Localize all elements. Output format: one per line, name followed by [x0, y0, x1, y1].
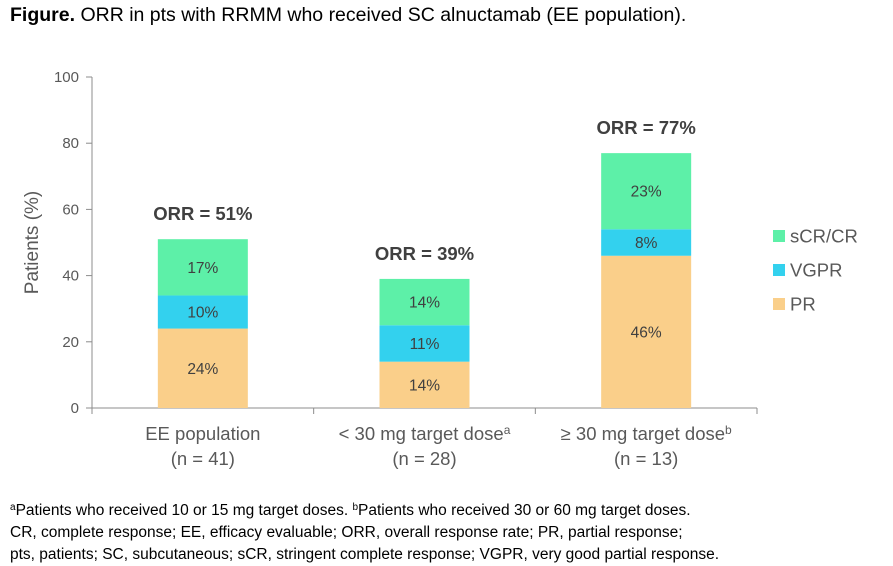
bar-segment-vgpr	[379, 325, 470, 362]
legend: sCR/CR VGPR PR	[773, 226, 858, 315]
footnote-line-3: pts, patients; SC, subcutaneous; sCR, st…	[10, 546, 720, 563]
bar-segment-label: 14%	[409, 295, 440, 312]
footnote-line-2: CR, complete response; EE, efficacy eval…	[10, 524, 683, 541]
legend-swatch	[773, 230, 785, 242]
bar-segment-label: 10%	[187, 305, 218, 322]
x-axis: EE population (n = 41) < 30 mg target dose…	[91, 407, 758, 469]
footnote-b-mark: b	[352, 502, 359, 513]
footnotes: aPatients who received 10 or 15 mg targe…	[10, 497, 719, 566]
x-category-label-text: ≥ 30 mg target dose	[561, 423, 725, 444]
x-category-label-text: < 30 mg target dose	[339, 423, 504, 444]
bar-segment-label: 8%	[635, 235, 658, 252]
footnote-a-text: Patients who received 10 or 15 mg target…	[15, 502, 349, 519]
figure-title: Figure. ORR in pts with RRMM who receive…	[10, 4, 686, 27]
x-category-label: < 30 mg target dosea	[339, 423, 511, 444]
bar-total-label: ORR = 51%	[153, 203, 252, 224]
x-category-label: ≥ 30 mg target doseb	[561, 423, 732, 444]
bar-segment-label: 46%	[631, 324, 662, 341]
y-axis-title: Patients (%)	[22, 191, 43, 294]
stacked-bar-chart: 0 20 40 60 80 100 Patients (%) EE population (n…	[22, 69, 858, 469]
y-tick-label: 60	[62, 201, 79, 218]
footnote-line-1: aPatients who received 10 or 15 mg targe…	[10, 497, 719, 522]
bar-segment-pr	[601, 255, 692, 408]
bar-segment-scr-cr	[157, 239, 248, 296]
bar-total-label: ORR = 77%	[597, 117, 696, 138]
bars: 24% 10% 17% ORR = 51% 14% 11% 14% ORR = 39% 46% 8…	[153, 117, 696, 408]
bar-segment-scr-cr	[379, 278, 470, 326]
bar-segment-label: 17%	[187, 260, 218, 277]
x-category-label-text: EE population	[145, 423, 260, 444]
bar-segment-vgpr	[157, 295, 248, 329]
x-category-label-sup: a	[504, 423, 511, 437]
y-tick-label: 0	[71, 400, 79, 417]
bar-segment-scr-cr	[601, 153, 692, 230]
x-category-n: (n = 13)	[614, 448, 678, 469]
x-category-n: (n = 41)	[171, 448, 235, 469]
footnote-a-mark: a	[10, 502, 16, 513]
y-tick-label: 20	[62, 334, 79, 351]
y-tick-label: 40	[62, 268, 79, 285]
legend-swatch	[773, 264, 785, 276]
bar-segment-label: 24%	[187, 361, 218, 378]
y-tick-label: 100	[54, 69, 79, 86]
x-category-label: EE population	[145, 423, 260, 444]
legend-swatch	[773, 298, 785, 310]
bar-segment-pr	[379, 361, 470, 408]
y-tick-label: 80	[62, 135, 79, 152]
bar-segment-pr	[157, 328, 248, 408]
bar-segment-label: 14%	[409, 377, 440, 394]
x-category-label-sup: b	[725, 423, 732, 437]
bar-segment-label: 23%	[631, 184, 662, 201]
bar-segment-label: 11%	[410, 336, 440, 353]
legend-label: PR	[790, 294, 816, 315]
figure-title-text: ORR in pts with RRMM who received SC aln…	[80, 4, 687, 26]
bar-total-label: ORR = 39%	[375, 243, 474, 264]
legend-label: VGPR	[790, 260, 842, 281]
footnote-b-text: Patients who received 30 or 60 mg target…	[358, 502, 691, 519]
y-axis: 0 20 40 60 80 100 Patients (%)	[22, 69, 93, 417]
figure-title-lead: Figure.	[10, 4, 76, 26]
x-category-n: (n = 28)	[392, 448, 456, 469]
bar-segment-vgpr	[601, 229, 692, 256]
legend-label: sCR/CR	[790, 226, 858, 247]
